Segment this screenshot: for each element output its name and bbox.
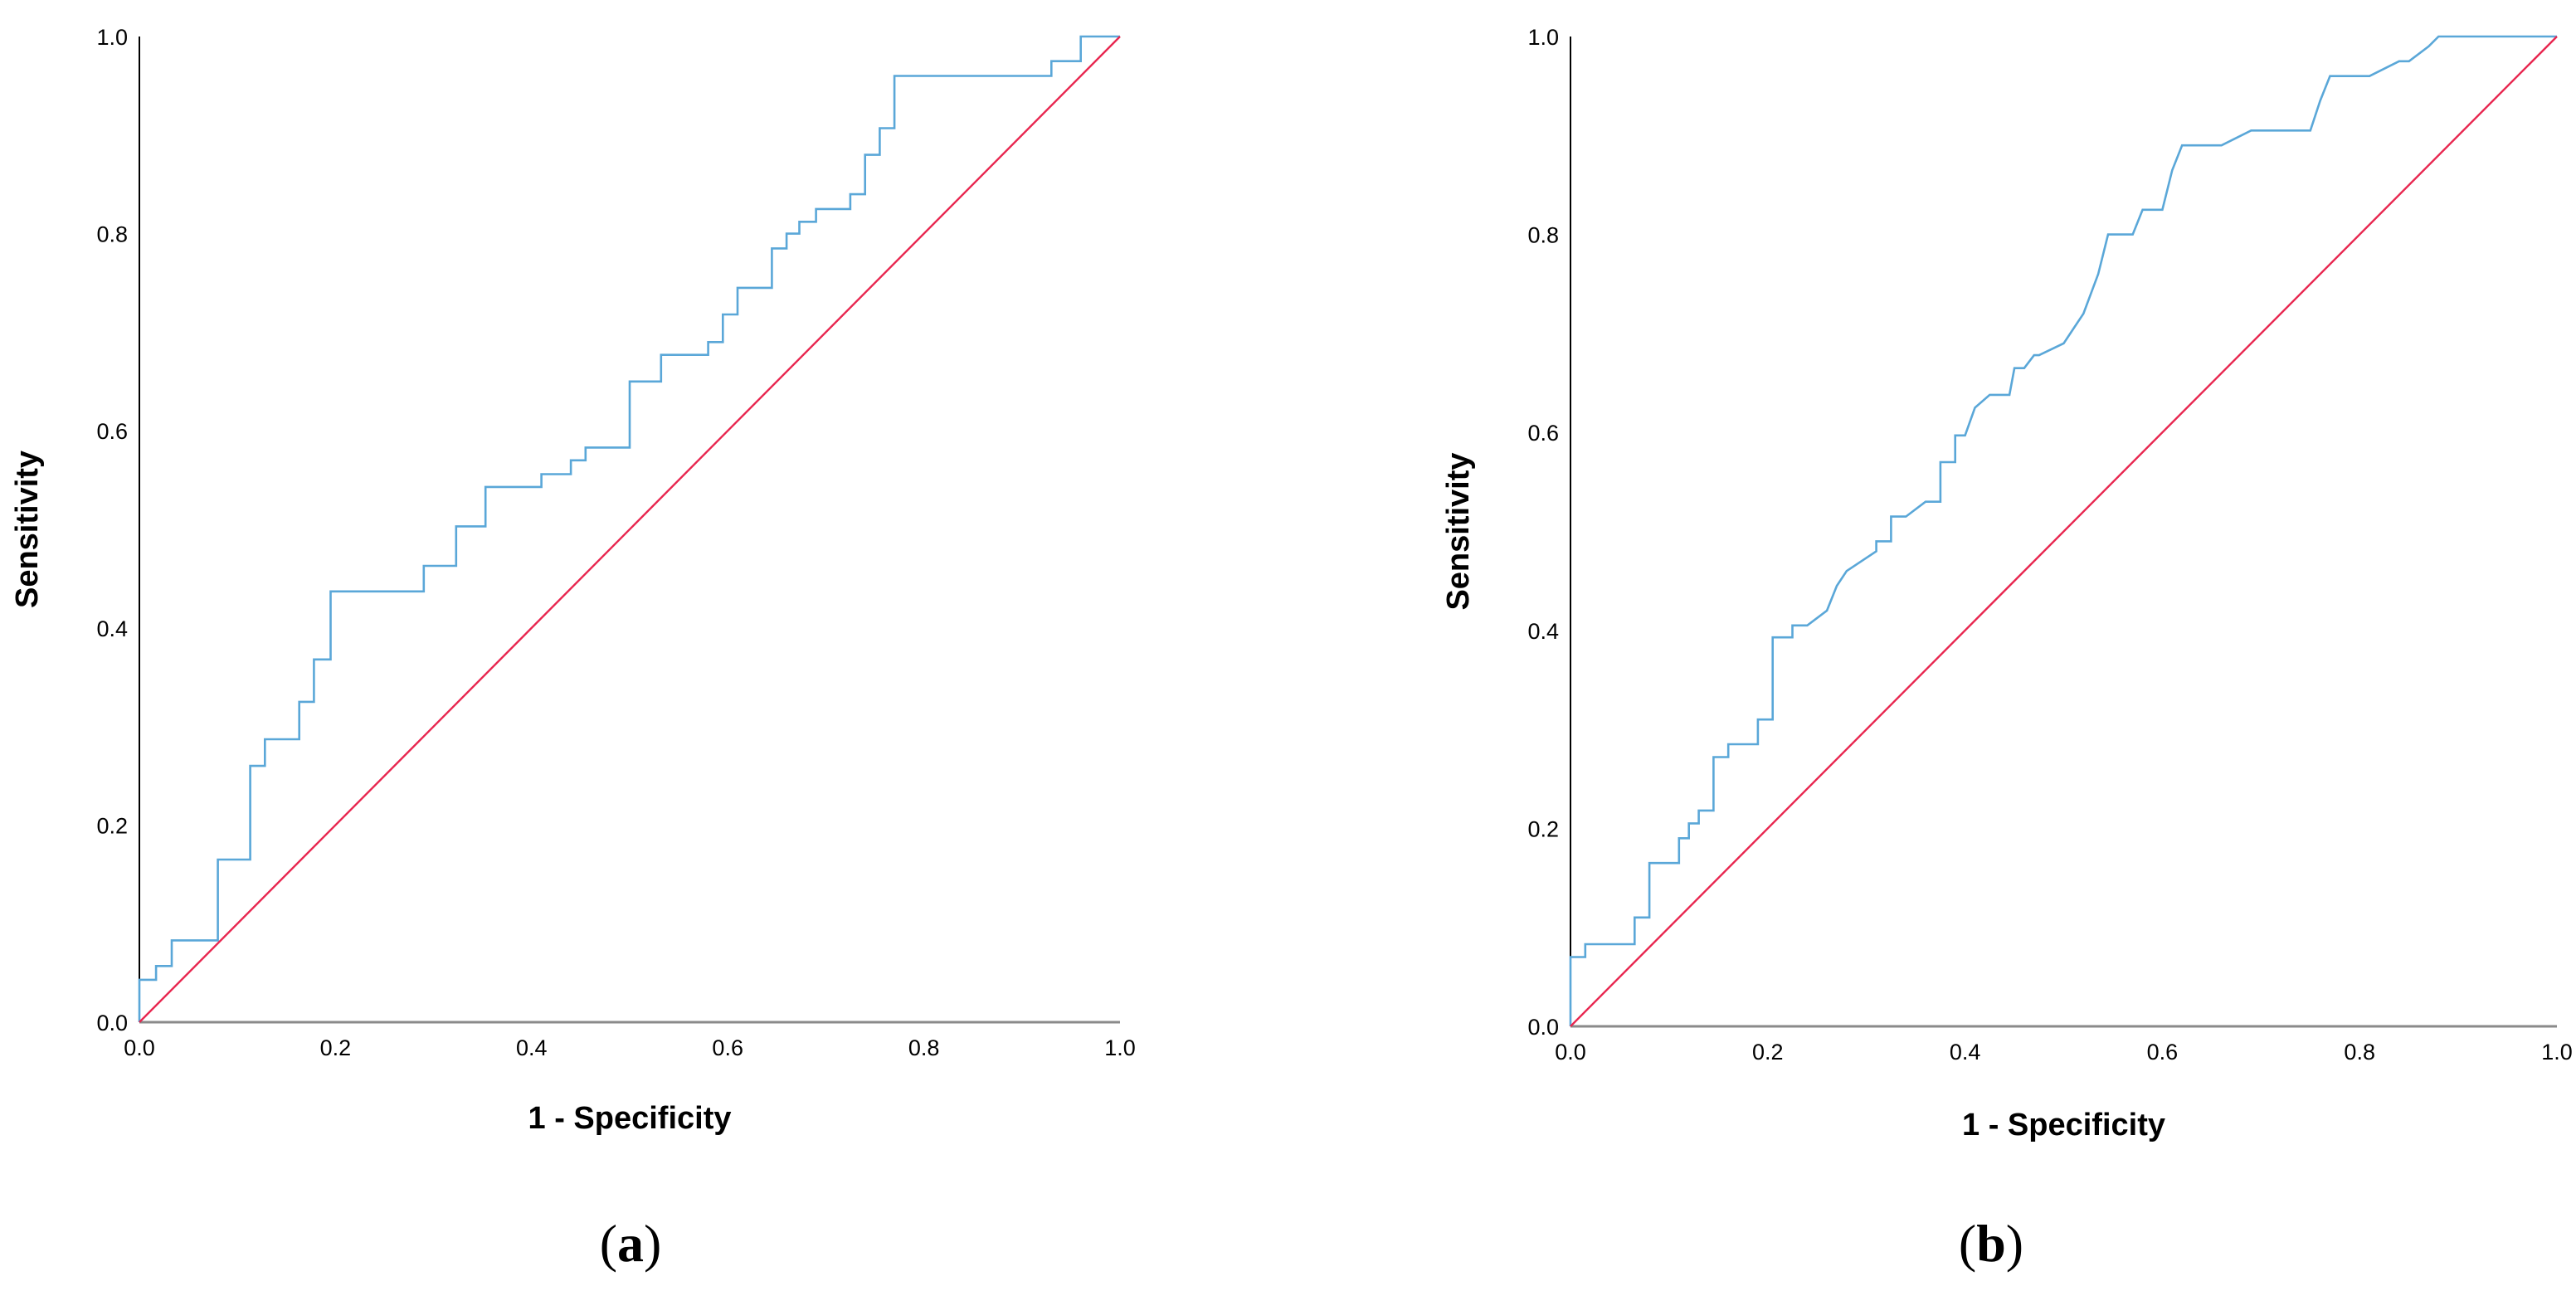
roc-b-plot-area (1569, 35, 2558, 1028)
y-tick-label: 0.0 (1527, 1015, 1559, 1040)
y-tick-label: 0.6 (96, 419, 128, 444)
y-tick-label: 0.8 (1527, 223, 1559, 248)
reference-diagonal-line (139, 36, 1121, 1023)
y-axis-title: Sensitivity (10, 451, 45, 608)
y-tick-label: 1.0 (1527, 25, 1559, 50)
roc-b-y-tick-labels: 0.0 0.2 0.4 0.6 0.8 1.0 (1527, 25, 1559, 1040)
x-tick-label: 0.6 (712, 1035, 743, 1060)
roc-curve-line (1569, 35, 2557, 1026)
y-tick-label: 1.0 (96, 25, 128, 50)
panel-caption: (b) (1959, 1214, 2023, 1273)
roc-a-y-tick-labels: 0.0 0.2 0.4 0.6 0.8 1.0 (96, 25, 128, 1035)
x-tick-label: 0.4 (1950, 1040, 1981, 1064)
x-axis-title: 1 - Specificity (528, 1101, 732, 1136)
roc-panel-b: 0.0 0.2 0.4 0.6 0.8 1.0 0.0 0.2 0.4 0.6 … (1441, 25, 2573, 1273)
y-tick-label: 0.2 (1527, 816, 1559, 841)
x-tick-label: 0.0 (124, 1035, 155, 1060)
y-tick-label: 0.0 (96, 1011, 128, 1035)
x-tick-label: 0.8 (908, 1035, 940, 1060)
roc-panel-a: 0.0 0.2 0.4 0.6 0.8 1.0 0.0 0.2 0.4 0.6 … (10, 25, 1136, 1273)
y-tick-label: 0.4 (96, 616, 128, 641)
x-tick-label: 0.0 (1555, 1040, 1586, 1064)
y-tick-label: 0.2 (96, 813, 128, 838)
y-tick-label: 0.4 (1527, 619, 1559, 644)
panel-caption: (a) (600, 1214, 662, 1273)
y-tick-label: 0.8 (96, 222, 128, 247)
x-tick-label: 0.6 (2147, 1040, 2179, 1064)
panel-caption-letter: b (1976, 1214, 2006, 1273)
x-tick-label: 1.0 (1104, 1035, 1136, 1060)
x-tick-label: 0.8 (2344, 1040, 2375, 1064)
x-axis-title: 1 - Specificity (1962, 1108, 2165, 1142)
roc-curve-line (138, 35, 1120, 1022)
y-axis-title: Sensitivity (1441, 452, 1476, 610)
roc-b-x-tick-labels: 0.0 0.2 0.4 0.6 0.8 1.0 (1555, 1040, 2573, 1064)
x-tick-label: 0.4 (516, 1035, 548, 1060)
roc-a-plot-area (138, 35, 1121, 1024)
roc-a-x-tick-labels: 0.0 0.2 0.4 0.6 0.8 1.0 (124, 1035, 1136, 1060)
reference-diagonal-line (1570, 36, 2558, 1027)
x-tick-label: 0.2 (1752, 1040, 1784, 1064)
x-tick-label: 0.2 (320, 1035, 352, 1060)
y-tick-label: 0.6 (1527, 421, 1559, 446)
panel-caption-letter: a (617, 1214, 644, 1273)
x-tick-label: 1.0 (2541, 1040, 2573, 1064)
